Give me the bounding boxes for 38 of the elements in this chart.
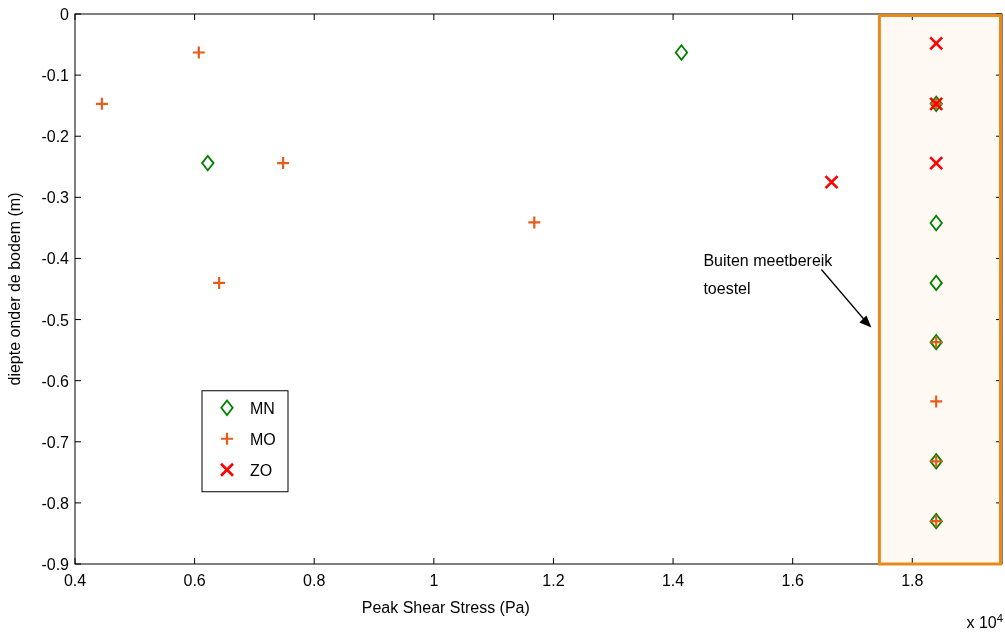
text: x 10$^{4}$ bbox=[966, 612, 1003, 631]
point bbox=[276, 156, 291, 171]
point bbox=[674, 44, 689, 61]
point bbox=[929, 274, 943, 291]
point bbox=[212, 275, 227, 290]
y-axis-title: diepte onder de bodem (m) bbox=[6, 192, 23, 386]
point bbox=[928, 155, 944, 171]
x-tick-label: 1.6 bbox=[781, 572, 804, 589]
point bbox=[527, 215, 542, 230]
x-tick-label: 0.6 bbox=[183, 572, 206, 589]
legend-label: MO bbox=[250, 430, 276, 448]
x-tick-label: 0.8 bbox=[303, 572, 326, 589]
y-tick-label: -0.2 bbox=[41, 128, 70, 146]
y-tick-label: 0 bbox=[60, 6, 70, 23]
legend-label: MN bbox=[250, 399, 275, 417]
x-tick-label: 1.8 bbox=[901, 572, 924, 589]
point bbox=[824, 174, 839, 190]
y-tick-label: -0.6 bbox=[41, 372, 70, 390]
x-tick-label: 0.4 bbox=[63, 572, 87, 589]
y-tick-label: -0.5 bbox=[41, 311, 70, 329]
y-tick-label: -0.3 bbox=[41, 189, 70, 207]
x-tick-label: 1 bbox=[429, 572, 439, 589]
point bbox=[929, 394, 944, 409]
x-axis-title: Peak Shear Stress (Pa) bbox=[361, 599, 530, 616]
point bbox=[201, 155, 215, 172]
y-tick-label: -0.7 bbox=[41, 433, 70, 451]
y-tick-label: -0.8 bbox=[41, 494, 70, 512]
annotation: Buiten meetbereik toestel bbox=[703, 251, 834, 297]
y-tick-label: -0.4 bbox=[41, 250, 70, 268]
point bbox=[928, 36, 944, 51]
y-tick-label: -0.9 bbox=[41, 556, 70, 573]
x-tick-label: 1.4 bbox=[661, 572, 685, 589]
y-tick-label: -0.1 bbox=[41, 67, 70, 85]
x-tick-label: 1.2 bbox=[542, 572, 565, 589]
point bbox=[191, 45, 206, 60]
point bbox=[94, 96, 110, 111]
point bbox=[929, 214, 943, 232]
legend-label: ZO bbox=[250, 461, 273, 479]
